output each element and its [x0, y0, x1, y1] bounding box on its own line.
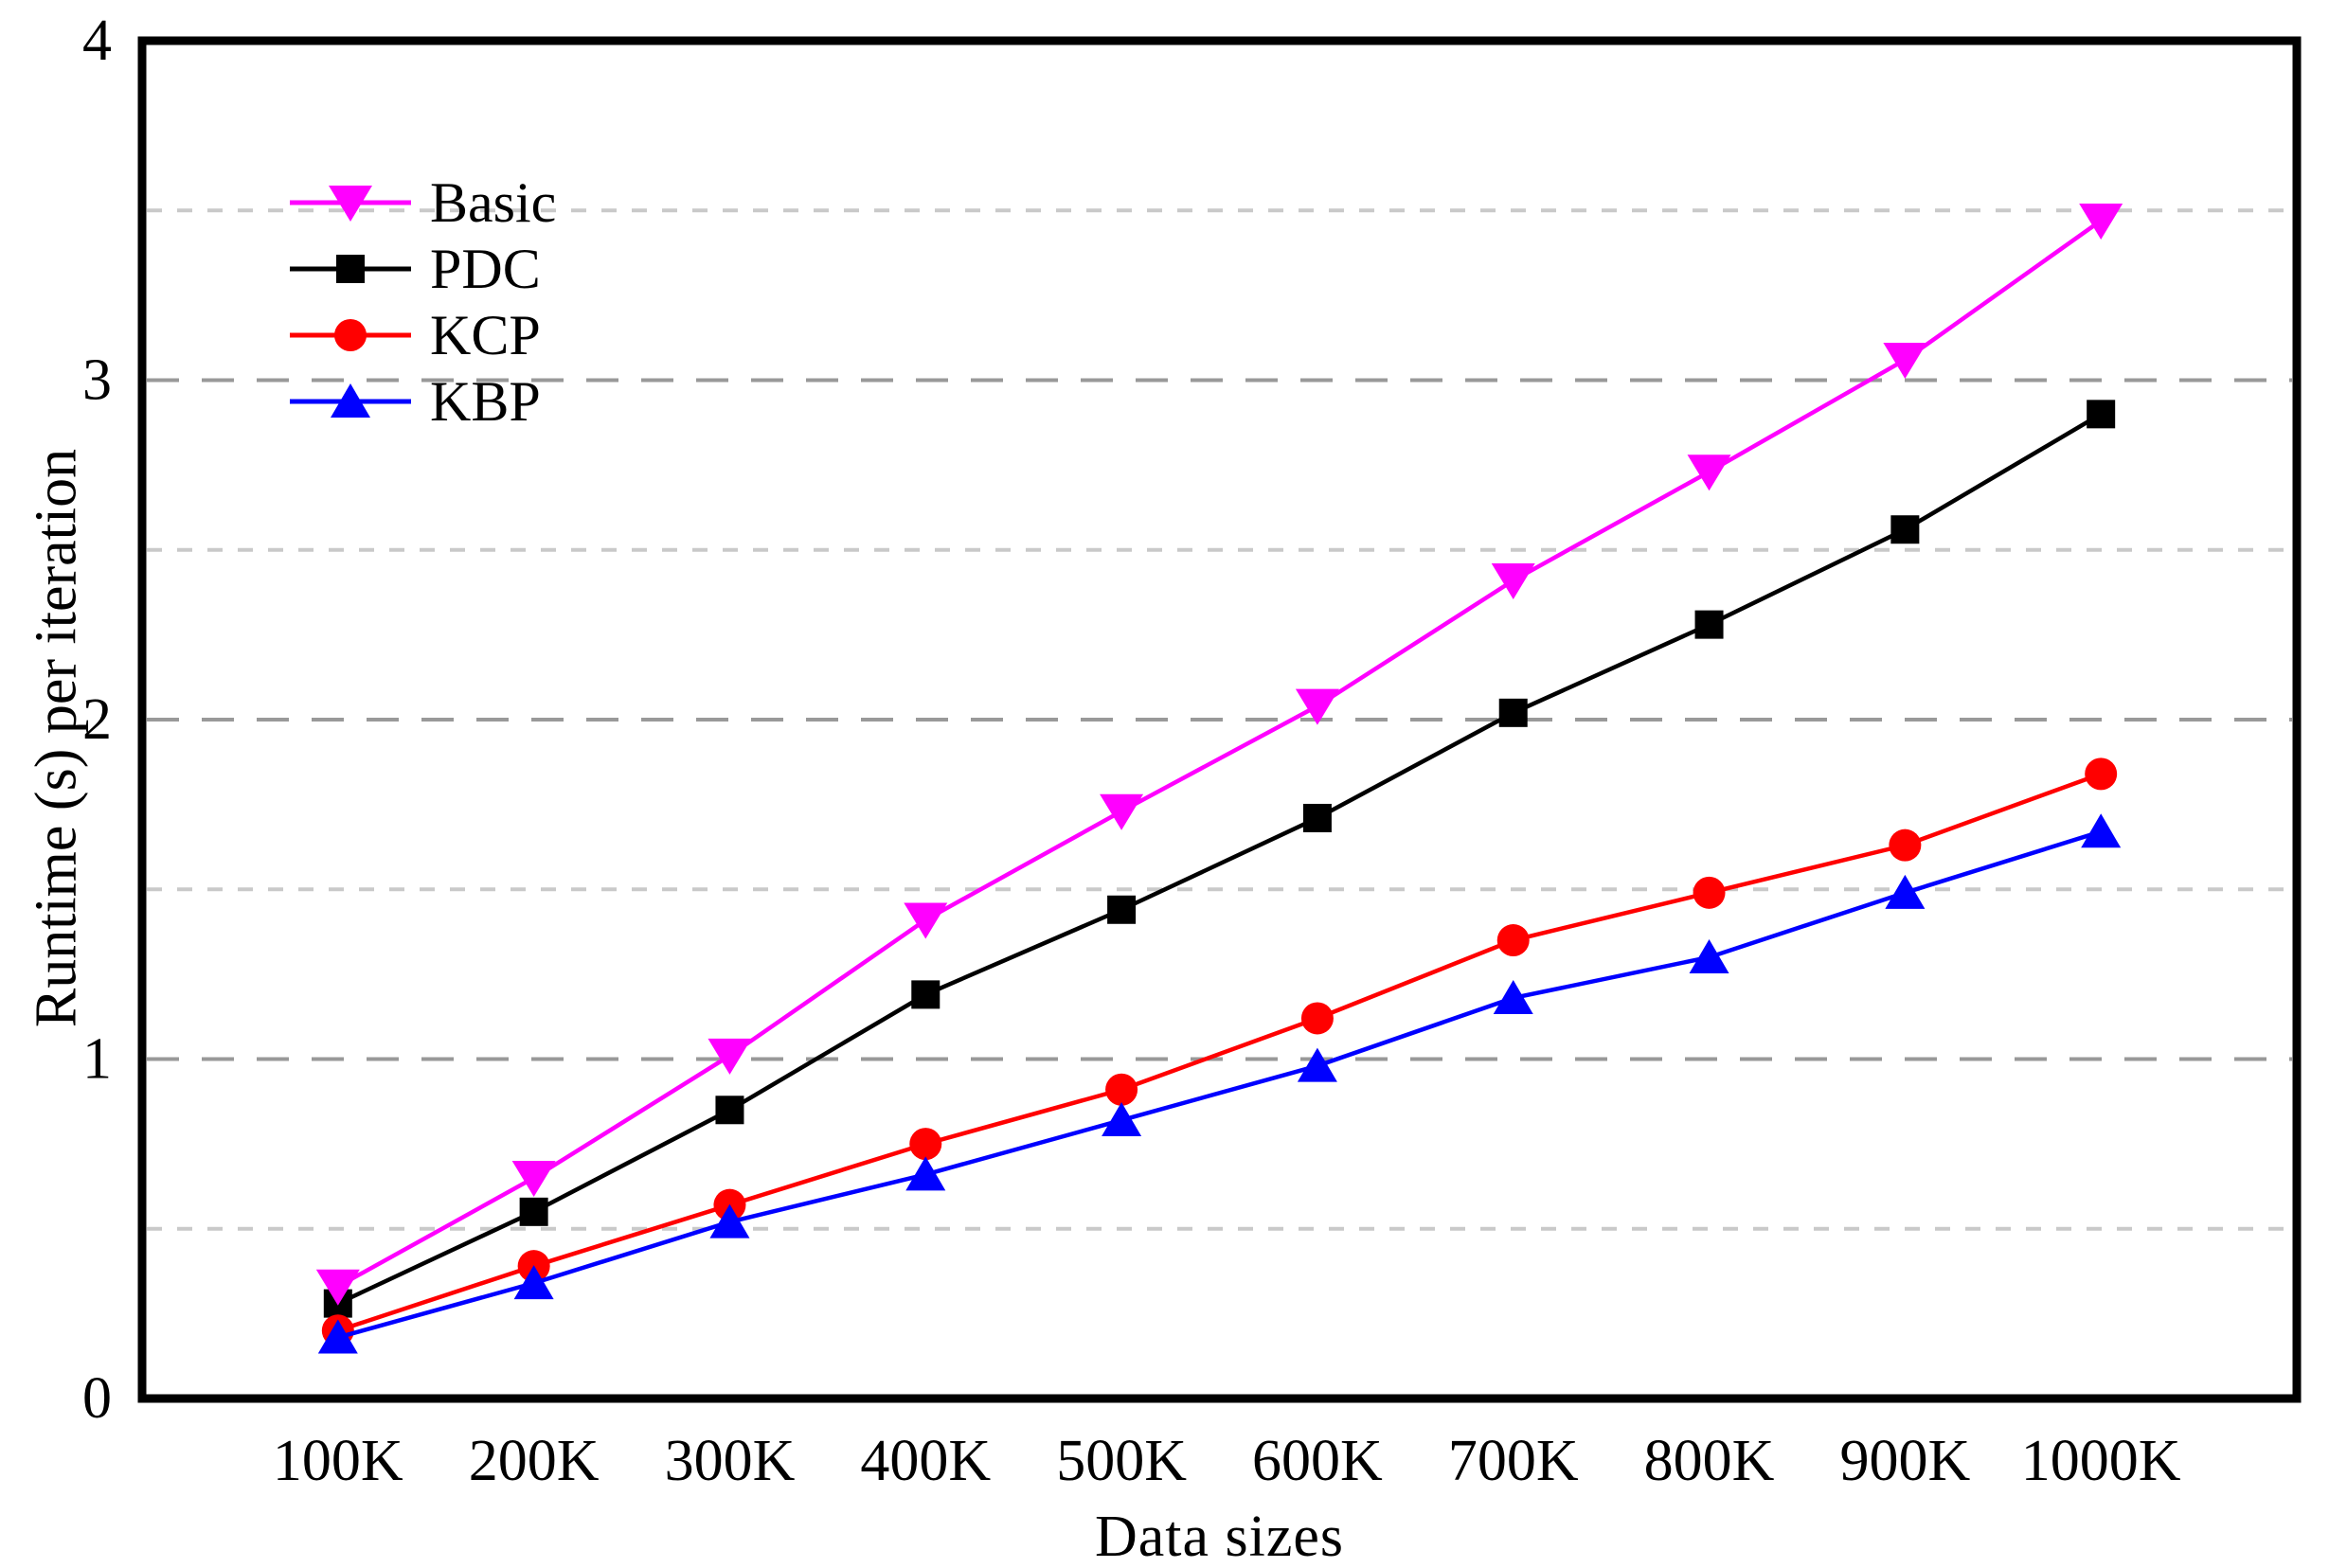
data-point-marker	[511, 1160, 556, 1197]
data-point-marker	[513, 1265, 554, 1300]
x-tick-label: 400K	[860, 1429, 991, 1493]
plot-frame	[137, 36, 2302, 1403]
y-tick-label: 0	[82, 1366, 112, 1431]
legend-label-kbp: KBP	[430, 370, 541, 433]
legend-label-kcp: KCP	[430, 304, 541, 366]
data-point-marker	[329, 186, 372, 222]
data-point-marker	[709, 1203, 750, 1238]
data-point-marker	[909, 1128, 942, 1161]
legend-label-basic: Basic	[430, 171, 556, 234]
series-line-kbp	[337, 829, 2102, 1340]
data-point-marker	[904, 902, 948, 939]
data-point-marker	[1889, 829, 1922, 862]
data-point-marker	[519, 1197, 548, 1226]
y-tick-label: 3	[82, 348, 112, 413]
x-tick-label: 100K	[273, 1429, 403, 1493]
y-tick-label: 1	[82, 1027, 112, 1092]
data-point-marker	[1885, 874, 1926, 909]
y-tick-label: 2	[82, 687, 112, 752]
x-tick-label: 700K	[1448, 1429, 1579, 1493]
data-point-marker	[708, 1038, 752, 1075]
data-point-marker	[1493, 979, 1533, 1014]
y-tick-label: 4	[82, 9, 112, 73]
data-point-marker	[2081, 813, 2122, 848]
x-tick-label: 800K	[1644, 1429, 1775, 1493]
data-point-marker	[1687, 454, 1731, 491]
data-point-marker	[1102, 1102, 1142, 1137]
data-point-marker	[1689, 938, 1729, 973]
data-point-marker	[1297, 1047, 1337, 1082]
data-point-marker	[1491, 563, 1535, 600]
data-point-marker	[2085, 757, 2118, 791]
legend-label-pdc: PDC	[430, 238, 541, 300]
x-tick-label: 200K	[469, 1429, 600, 1493]
x-tick-label: 1000K	[2021, 1429, 2181, 1493]
x-tick-label: 500K	[1056, 1429, 1187, 1493]
data-point-marker	[1300, 1002, 1334, 1035]
data-point-marker	[1496, 924, 1530, 957]
data-point-marker	[334, 319, 367, 351]
data-point-marker	[1100, 793, 1144, 830]
data-point-marker	[1693, 876, 1726, 909]
data-point-marker	[1498, 698, 1528, 727]
series-line-kcp	[337, 772, 2102, 1333]
data-point-marker	[331, 383, 370, 418]
data-point-marker	[911, 980, 941, 1009]
x-tick-label: 300K	[665, 1429, 796, 1493]
data-point-marker	[1302, 803, 1332, 832]
data-point-marker	[2079, 204, 2123, 241]
data-point-marker	[715, 1096, 744, 1125]
data-point-marker	[1107, 895, 1137, 924]
data-point-marker	[905, 1156, 946, 1191]
x-tick-label: 600K	[1252, 1429, 1383, 1493]
data-point-marker	[336, 255, 365, 283]
data-point-marker	[1883, 342, 1927, 379]
data-point-marker	[1890, 515, 1920, 544]
data-point-marker	[317, 1319, 358, 1354]
data-point-marker	[1694, 610, 1724, 639]
x-axis-title: Data sizes	[1094, 1505, 1345, 1568]
data-point-marker	[1295, 688, 1339, 725]
data-point-marker	[1105, 1073, 1138, 1106]
series-line-basic	[336, 219, 2103, 1289]
data-point-marker	[315, 1269, 360, 1306]
y-axis-title: Runtime (s) per iteration	[24, 448, 89, 1028]
data-point-marker	[2087, 400, 2116, 429]
x-tick-label: 900K	[1839, 1429, 1970, 1493]
series-line-pdc	[336, 412, 2103, 1306]
